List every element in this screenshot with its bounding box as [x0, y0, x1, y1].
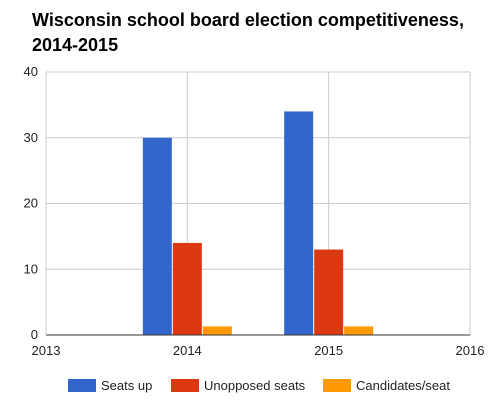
- legend-swatch: [171, 379, 199, 392]
- x-tick-label: 2014: [173, 343, 202, 358]
- bar-seats-up-2015: [284, 111, 314, 335]
- bar-candidates-seat-2015: [344, 326, 374, 335]
- grid-lines: [46, 71, 471, 335]
- legend-label: Unopposed seats: [204, 378, 306, 393]
- bar-unopposed-seats-2014: [172, 242, 202, 335]
- legend-label: Seats up: [101, 378, 152, 393]
- bar-group: [142, 111, 374, 335]
- legend-swatch: [68, 379, 96, 392]
- y-tick-label: 0: [31, 327, 38, 342]
- y-tick-label: 30: [24, 130, 38, 145]
- chart-title: Wisconsin school board election competit…: [32, 10, 464, 55]
- bar-unopposed-seats-2015: [314, 249, 344, 335]
- bar-seats-up-2014: [142, 137, 172, 335]
- x-tick-label: 2013: [32, 343, 61, 358]
- y-tick-label: 40: [24, 64, 38, 79]
- legend-swatch: [323, 379, 351, 392]
- legend-label: Candidates/seat: [356, 378, 450, 393]
- bar-candidates-seat-2014: [202, 326, 232, 335]
- x-tick-label: 2015: [314, 343, 343, 358]
- y-tick-label: 10: [24, 261, 38, 276]
- tick-labels: 0 10 20 30 40 2013 2014 2015 2016: [24, 64, 485, 358]
- axis: [45, 72, 470, 336]
- x-tick-label: 2016: [456, 343, 485, 358]
- legend: Seats up Unopposed seats Candidates/seat: [68, 378, 450, 393]
- y-tick-label: 20: [24, 196, 38, 211]
